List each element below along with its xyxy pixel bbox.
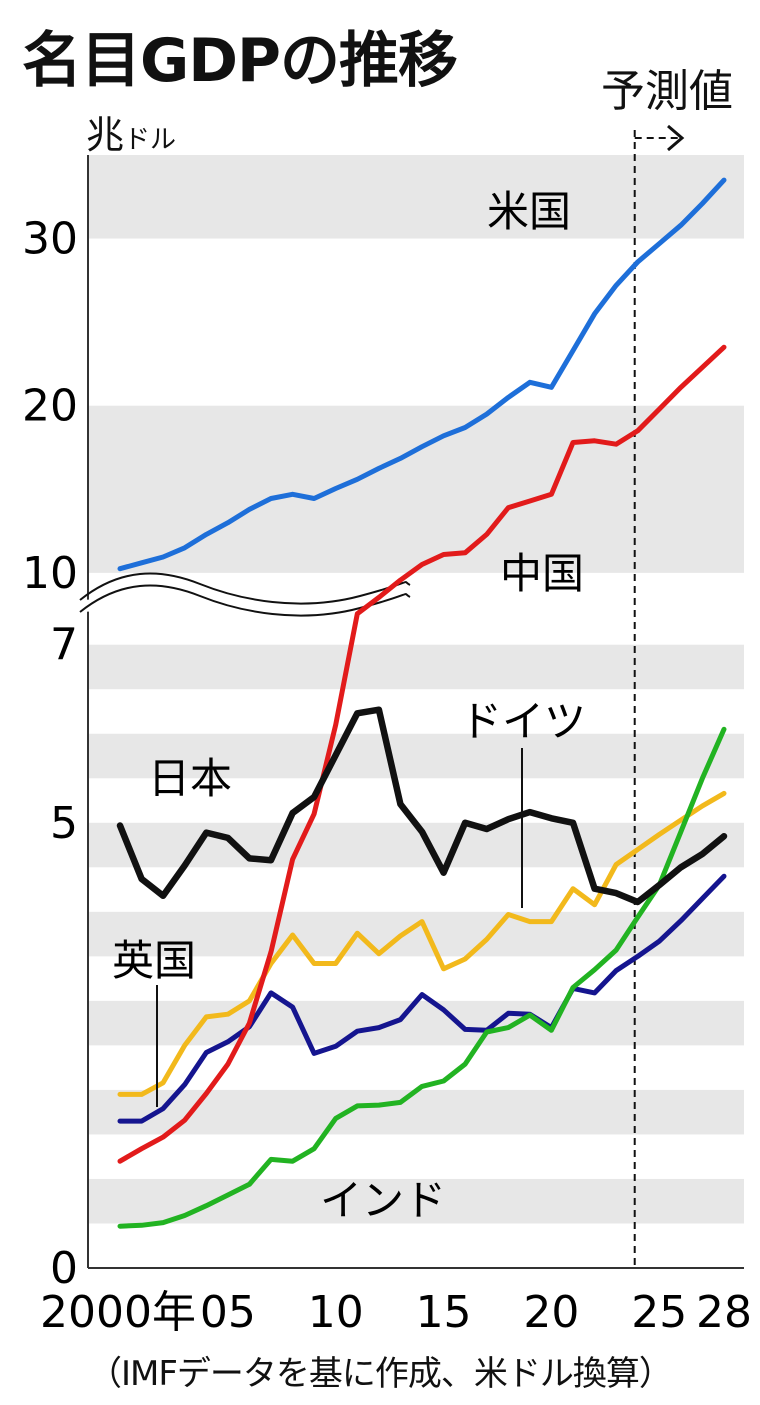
x-tick-label-2: 10 [308, 1287, 364, 1338]
series-label-4: 英国 [112, 936, 196, 985]
series-label-2: 日本 [148, 754, 232, 803]
series-line-5 [117, 726, 727, 1229]
x-tick-label-4: 20 [523, 1287, 579, 1338]
series-line-1 [117, 344, 727, 1164]
grid-band-6 [88, 644, 744, 690]
x-tick-label-1: 05 [200, 1287, 256, 1338]
axis-break-line-upper [79, 572, 411, 605]
series-label-3: ドイツ [460, 697, 586, 746]
axis-break-line-lower [79, 584, 411, 617]
forecast-arrow-head [667, 124, 685, 152]
series-label-0: 米国 [487, 187, 571, 236]
y-axis-unit: 兆ドル [86, 104, 176, 159]
x-tick-label-3: 15 [416, 1287, 472, 1338]
grid-band-1 [88, 1089, 744, 1135]
x-tick-label-6: 28 [696, 1287, 752, 1338]
unit-main: 兆 [86, 113, 125, 157]
x-tick-label-5: 25 [631, 1287, 687, 1338]
y-tick-label-5: 30 [22, 214, 78, 265]
y-tick-label-0: 0 [50, 1243, 78, 1294]
source-note: （IMFデータを基に作成、米ドル換算） [88, 1354, 673, 1394]
series-label-1: 中国 [500, 549, 584, 598]
y-tick-label-3: 10 [22, 548, 78, 599]
series-line-2 [116, 706, 728, 906]
grid-band-8 [88, 155, 744, 239]
x-tick-label-0: 2000年 [40, 1287, 196, 1338]
chart-title: 名目GDPの推移 [22, 26, 458, 96]
series-label-5: インド [320, 1176, 446, 1225]
y-tick-label-4: 20 [22, 381, 78, 432]
series-line-4 [117, 873, 727, 1124]
series-line-3 [117, 790, 727, 1097]
y-tick-label-2: 7 [50, 620, 78, 671]
unit-sub: ドル [124, 125, 177, 155]
y-tick-label-1: 5 [50, 798, 78, 849]
series-line-0 [117, 177, 727, 572]
forecast-label: 予測値 [601, 66, 733, 117]
grid-band-2 [88, 1000, 744, 1046]
